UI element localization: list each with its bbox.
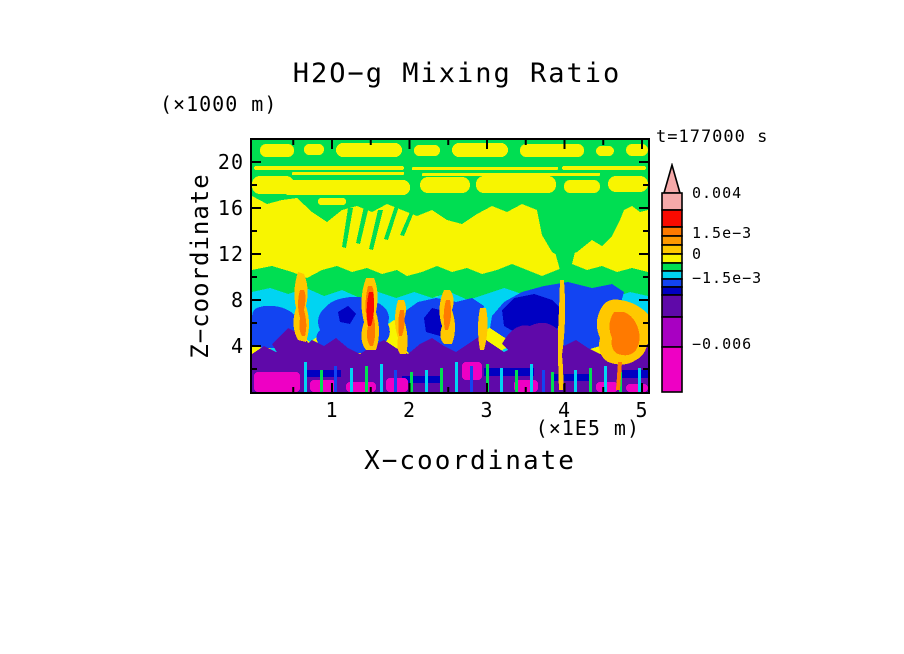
y-axis-units-label: (×1000 m) [160,92,278,116]
chart-title: H2O−g Mixing Ratio [292,58,622,89]
x-axis-title: X−coordinate [364,446,576,476]
colorbar-label--0.0015: −1.5e−3 [692,269,763,287]
time-annotation: t=177000 s [656,127,769,147]
colorbar-label-0: 0 [692,245,703,263]
colorbar-label--0.006: −0.006 [692,335,753,353]
x-tick-label-1: 1 [325,398,339,422]
y-axis-title: Z−coordinate [186,173,214,359]
contour-plot-frame [250,138,650,394]
x-axis-units-label: (×1E5 m) [535,416,640,440]
contour-field [252,140,648,392]
colorbar [661,163,683,393]
colorbar-label-0.004: 0.004 [692,184,743,202]
y-tick-label-20: 20 [217,150,244,174]
x-tick-label-2: 2 [402,398,417,422]
colorbar-label-0.0015: 1.5e−3 [692,224,753,242]
